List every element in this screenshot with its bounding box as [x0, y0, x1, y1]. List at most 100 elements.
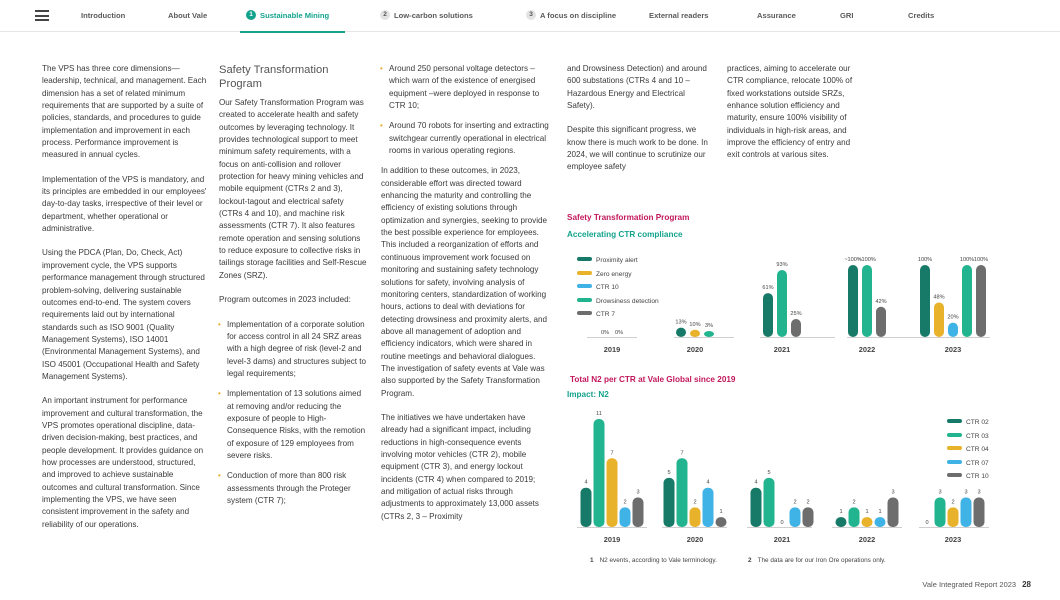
paragraph: Using the PDCA (Plan, Do, Check, Act) im…	[42, 248, 205, 381]
legend-label: CTR 10	[966, 473, 989, 480]
nav-assurance[interactable]: Assurance	[757, 0, 796, 32]
chart2-bar-ctr-04-2020	[689, 507, 701, 527]
top-navigation: Introduction About Vale 1 Sustainable Min…	[0, 0, 1060, 33]
chart1-legend-item-drowsiness-detection: Drowsiness detection	[577, 295, 659, 309]
nav-label: External readers	[649, 11, 709, 20]
chart2-legend-item-ctr-02: CTR 02	[947, 416, 989, 430]
paragraph: Despite this significant progress, we kn…	[567, 125, 708, 172]
chart2-data-label: 0	[780, 520, 783, 526]
chart2-bar-ctr-07-2019	[619, 507, 631, 527]
chart1-bar-ctr-10-2023	[948, 322, 958, 337]
legend-label: CTR 03	[966, 432, 989, 440]
chart2-data-label: 0	[925, 520, 928, 526]
chart1-bar-zero-energy-2023	[934, 302, 944, 337]
chart2-data-label: 2	[806, 499, 809, 505]
chart2-data-label: 4	[706, 480, 709, 486]
paragraph: practices, aiming to accelerate our CTR …	[727, 64, 853, 160]
chart2-legend-item-ctr-10: CTR 10	[947, 470, 989, 484]
nav-about-vale[interactable]: About Vale	[168, 0, 207, 32]
chart1-bar-proximity-alert-2021	[763, 293, 773, 337]
legend-label: CTR 02	[966, 419, 989, 426]
chart2-data-label: 3	[938, 490, 941, 496]
chart2-data-label: 3	[636, 490, 639, 496]
chart2-bar-ctr-02-2019	[580, 487, 592, 527]
nav-introduction[interactable]: Introduction	[81, 0, 125, 32]
chart1-data-label: 100%	[960, 257, 974, 263]
chart2-bar-ctr-03-2020	[676, 458, 688, 527]
paragraph: An important instrument for performance …	[42, 396, 204, 529]
chart2-legend-item-ctr-03: CTR 03	[947, 430, 989, 444]
chart2-data-label: 3	[977, 490, 980, 496]
bullet-list: Around 250 personal voltage detectors – …	[380, 63, 551, 157]
chart2-data-label: 2	[793, 499, 796, 505]
chart2-subtitle: Impact: N2	[567, 390, 609, 399]
chart2-bar-ctr-02-2022	[835, 517, 847, 527]
chart1-data-label: 100%	[918, 257, 932, 263]
nav-sustainable-mining[interactable]: 1 Sustainable Mining	[239, 0, 346, 33]
chart1-bar-proximity-alert-2020	[676, 327, 686, 337]
chart2-bar-ctr-02-2021	[750, 487, 762, 527]
text-column-3: Around 250 personal voltage detectors – …	[380, 63, 551, 535]
chart2-bar-ctr-03-2023	[934, 497, 946, 527]
chart2-data-label: 1	[839, 509, 842, 515]
paragraph: and Drowsiness Detection) and around 600…	[567, 64, 707, 111]
footnote-text: The data are for our Iron Ore operations…	[757, 557, 886, 564]
chart1-data-label: ~100%	[858, 257, 876, 263]
chart1-bar-zero-energy-2020	[690, 329, 700, 337]
legend-label: CTR 04	[966, 446, 989, 453]
nav-label: GRI	[840, 11, 854, 20]
section-heading: Safety Transformation Program	[219, 64, 329, 90]
chart1-data-label: 25%	[790, 311, 801, 317]
paragraph: The initiatives we have undertaken have …	[381, 412, 539, 521]
chart2-bar-ctr-03-2022	[848, 507, 860, 527]
chart2-bar-ctr-10-2023	[973, 497, 985, 527]
chart2-data-label: 5	[667, 470, 670, 476]
chart1-svg: 2019 0% 0% 2020 13% 10% 3% 2021 61% 93% 25% 2022 ~10…	[587, 257, 990, 354]
nav-credits[interactable]: Credits	[908, 0, 934, 32]
chart2-data-label: 4	[584, 480, 587, 486]
chart2-data-label: 2	[693, 499, 696, 505]
chart1-data-label: 20%	[947, 315, 958, 321]
chart2-bar-ctr-04-2023	[947, 507, 959, 527]
report-name: Vale Integrated Report 2023	[922, 580, 1017, 589]
nav-focus-on-discipline[interactable]: 3 A focus on discipline	[526, 0, 616, 32]
chart1-bar-drowsiness-detection-2023	[962, 265, 972, 337]
chart2-category-label: 2022	[859, 535, 875, 544]
nav-low-carbon-solutions[interactable]: 2 Low-carbon solutions	[380, 0, 473, 32]
chart2-bar-ctr-02-2020	[663, 477, 675, 527]
nav-gri[interactable]: GRI	[840, 0, 854, 32]
nav-external-readers[interactable]: External readers	[649, 0, 709, 32]
chart1-category-label: 2022	[859, 345, 875, 354]
chart1-data-label: 61%	[762, 285, 773, 291]
chart1-data-label: ~100%	[844, 257, 862, 263]
chart1-title: Safety Transformation Program	[567, 213, 690, 222]
chart1-data-label: 0%	[615, 330, 623, 336]
chart2-data-label: 7	[610, 450, 613, 456]
paragraph: Program outcomes in 2023 included:	[219, 295, 351, 305]
chart2-category-label: 2023	[945, 535, 961, 544]
legend-swatch	[947, 473, 962, 478]
bullet-list: Implementation of a corporate solution f…	[218, 319, 369, 508]
chart2-bar-ctr-07-2023	[960, 497, 972, 527]
text-column-4: and Drowsiness Detection) and around 600…	[567, 63, 712, 186]
bullet-item: Around 250 personal voltage detectors – …	[380, 63, 551, 112]
text-column-2: Safety Transformation Program Our Safety…	[218, 63, 369, 515]
chart2-data-label: 1	[719, 509, 722, 515]
chart2-bar-ctr-10-2020	[715, 517, 727, 527]
chart1-bar-proximity-alert-2023	[920, 265, 930, 337]
legend-swatch	[577, 297, 592, 302]
text-column-1: The VPS has three core dimensions—leader…	[42, 63, 210, 543]
chart1-legend: Proximity alert Zero energy CTR 10 Drowsine…	[577, 254, 659, 322]
legend-swatch	[947, 459, 962, 464]
chart1-bar-ctr-7-2022	[876, 306, 886, 337]
menu-icon[interactable]	[35, 10, 49, 21]
chart2-legend-item-ctr-04: CTR 04	[947, 443, 989, 457]
legend-label: CTR 7	[596, 311, 616, 318]
chart1-category-label: 2020	[687, 345, 703, 354]
chart1-data-label: 10%	[689, 322, 700, 328]
text-column-5: practices, aiming to accelerate our CTR …	[727, 63, 862, 174]
chart2-bar-ctr-07-2022	[874, 517, 886, 527]
paragraph: Our Safety Transformation Program was cr…	[219, 98, 367, 280]
footnote-text: N2 events, according to Vale terminology…	[599, 557, 717, 564]
